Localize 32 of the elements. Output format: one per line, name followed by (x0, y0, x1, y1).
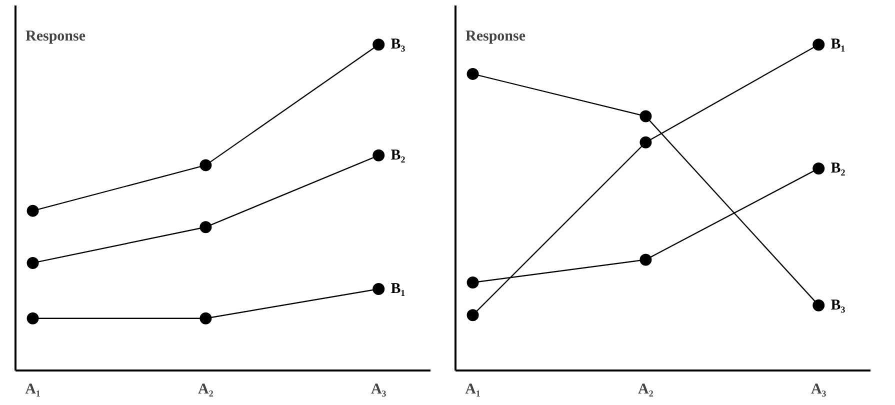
point (466, 68, 479, 80)
point (200, 159, 212, 172)
series-label: B₁ (830, 36, 846, 53)
point (466, 276, 479, 288)
point (372, 38, 385, 51)
x-tick-label: A₂ (638, 382, 654, 398)
x-tick-label: A₃ (810, 382, 827, 398)
series-label: B₃ (830, 297, 846, 314)
x-tick-label: A₁ (25, 382, 40, 398)
y-axis-title: Response (466, 28, 526, 44)
point (372, 149, 385, 162)
x-tick-label: A₂ (198, 382, 214, 398)
point (26, 256, 39, 269)
point (26, 312, 39, 324)
series-label: B₁ (390, 281, 406, 298)
y-axis-title: Response (26, 28, 86, 44)
point (200, 221, 212, 234)
series-label: B₃ (390, 36, 406, 53)
x-tick-label: A₃ (370, 382, 387, 398)
series-label: B₂ (390, 147, 406, 164)
point (812, 162, 825, 174)
point (200, 312, 212, 324)
point (372, 283, 385, 296)
point (812, 299, 825, 312)
point (640, 136, 652, 148)
point (640, 254, 652, 266)
x-tick-label: A₁ (465, 382, 480, 398)
point (26, 204, 39, 217)
point (640, 110, 652, 122)
series-label: B₂ (830, 160, 846, 176)
point (466, 309, 479, 322)
point (812, 38, 825, 51)
